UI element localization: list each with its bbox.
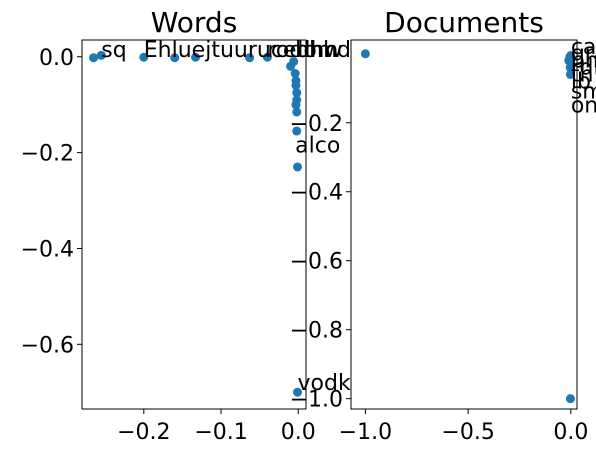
scatter-point: [565, 69, 575, 79]
scatter-point: [89, 53, 99, 63]
scatter-point: [289, 57, 299, 67]
axes-frame: [350, 39, 578, 410]
scatter-point: [360, 49, 370, 59]
point-annotation: alco: [295, 134, 340, 159]
x-tick-label: 0.0: [553, 420, 588, 445]
y-tick-label: −1.0: [290, 388, 343, 413]
point-annotation: bhhd: [295, 38, 351, 63]
y-tick-label: −0.2: [21, 142, 74, 167]
point-annotation: rodom: [267, 38, 338, 63]
x-tick-label: −0.1: [194, 420, 247, 445]
scatter-point: [191, 52, 201, 62]
y-tick-label: −0.2: [290, 112, 343, 137]
x-tick-label: −1.0: [339, 420, 392, 445]
x-tick-label: 0.0: [281, 420, 316, 445]
point-annotation: lb: [571, 69, 591, 94]
scatter-point: [292, 107, 302, 117]
point-annotation: Ehluejtuurucedhw: [144, 38, 343, 63]
scatter-point: [291, 81, 301, 91]
scatter-point: [293, 387, 303, 397]
panel-title: Words: [151, 6, 238, 39]
y-tick-label: −0.4: [21, 237, 74, 262]
point-annotation: pnbr: [571, 49, 596, 74]
point-annotation: th: [571, 62, 594, 87]
documents-panel: Documents carcrucentgrapespnbrrdithlbsmlo…: [290, 6, 596, 445]
scatter-point: [262, 52, 272, 62]
scatter-point: [290, 69, 300, 79]
y-tick-label: −0.6: [290, 250, 343, 275]
point-annotation: carcrucent: [571, 35, 596, 60]
scatter-point: [566, 51, 576, 61]
scatter-point: [292, 88, 302, 98]
scatter-point: [565, 394, 575, 404]
panel-title: Documents: [384, 6, 544, 39]
y-tick-label: −0.8: [290, 319, 343, 344]
point-annotation: rdi: [571, 55, 596, 80]
scatter-point: [291, 100, 301, 110]
axes-frame: [81, 39, 307, 410]
y-tick-label: 0.0: [39, 46, 74, 71]
scatter-point: [170, 53, 180, 63]
y-tick-label: −0.6: [21, 333, 74, 358]
scatter-point: [565, 63, 575, 73]
x-tick-label: −0.5: [441, 420, 494, 445]
scatter-point: [96, 50, 106, 60]
scatter-point: [293, 162, 303, 172]
scatter-point: [292, 126, 302, 136]
point-annotation: grapes: [571, 42, 596, 67]
x-tick-label: −0.2: [117, 420, 170, 445]
point-annotation: onnn: [571, 93, 596, 118]
point-annotation: sq: [101, 38, 126, 63]
scatter-point: [245, 53, 255, 63]
y-tick-label: −0.4: [290, 181, 343, 206]
point-annotation: sml: [571, 80, 596, 105]
scatter-point: [139, 52, 149, 62]
